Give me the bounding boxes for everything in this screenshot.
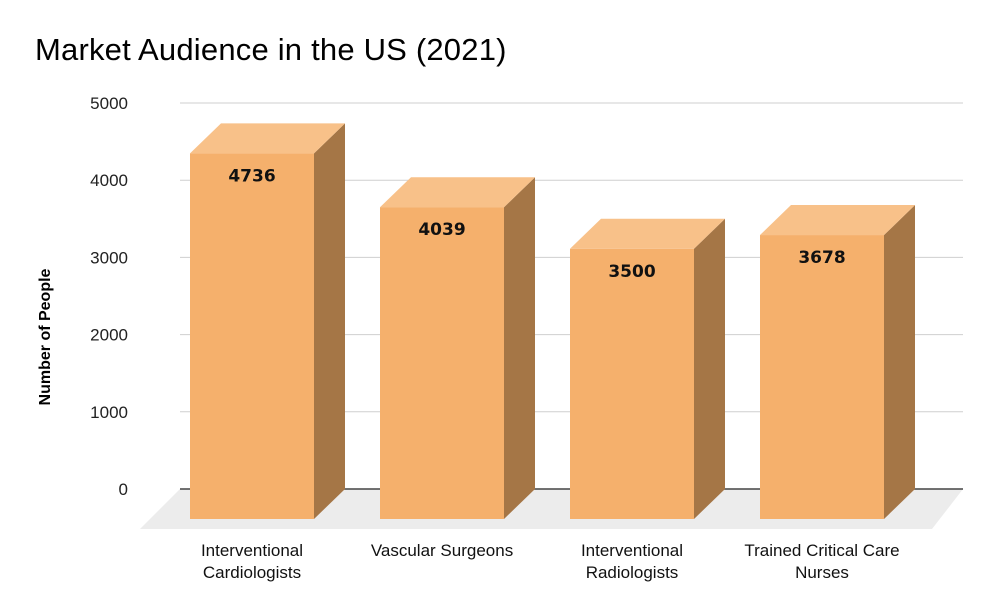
bar	[190, 123, 345, 519]
y-tick-label: 0	[119, 480, 128, 499]
bar-side-face	[504, 177, 535, 519]
bar-top-face	[380, 177, 535, 208]
y-tick-label: 4000	[90, 171, 128, 190]
bar-front-face	[570, 248, 694, 520]
y-axis-title: Number of People	[37, 268, 54, 405]
x-category-label: Interventional	[201, 541, 303, 560]
y-tick-label: 2000	[90, 326, 128, 345]
x-category-label: Nurses	[795, 563, 849, 582]
y-tick-label: 5000	[90, 94, 128, 113]
x-category-label: Vascular Surgeons	[371, 541, 513, 560]
bar-value-label: 4039	[418, 220, 465, 240]
bar-top-face	[570, 218, 725, 249]
x-category-label: Trained Critical Care	[744, 541, 899, 560]
bar-value-label: 3500	[608, 262, 655, 282]
bar-value-label: 3678	[798, 248, 845, 268]
bar-front-face	[190, 153, 314, 519]
y-tick-label: 3000	[90, 248, 128, 267]
bar-side-face	[314, 123, 345, 519]
bar-front-face	[760, 235, 884, 519]
x-category-label: Interventional	[581, 541, 683, 560]
bar	[380, 177, 535, 519]
bar-top-face	[190, 123, 345, 154]
bar-top-face	[760, 205, 915, 236]
x-category-label: Radiologists	[586, 563, 679, 582]
bar-value-label: 4736	[228, 166, 275, 186]
bar	[760, 205, 915, 519]
x-category-label: Cardiologists	[203, 563, 301, 582]
chart-title: Market Audience in the US (2021)	[35, 32, 507, 67]
bar-side-face	[694, 218, 725, 520]
bar-front-face	[380, 207, 504, 519]
y-tick-label: 1000	[90, 403, 128, 422]
bar-side-face	[884, 205, 915, 519]
chart-floor	[140, 489, 963, 529]
bar	[570, 218, 725, 520]
